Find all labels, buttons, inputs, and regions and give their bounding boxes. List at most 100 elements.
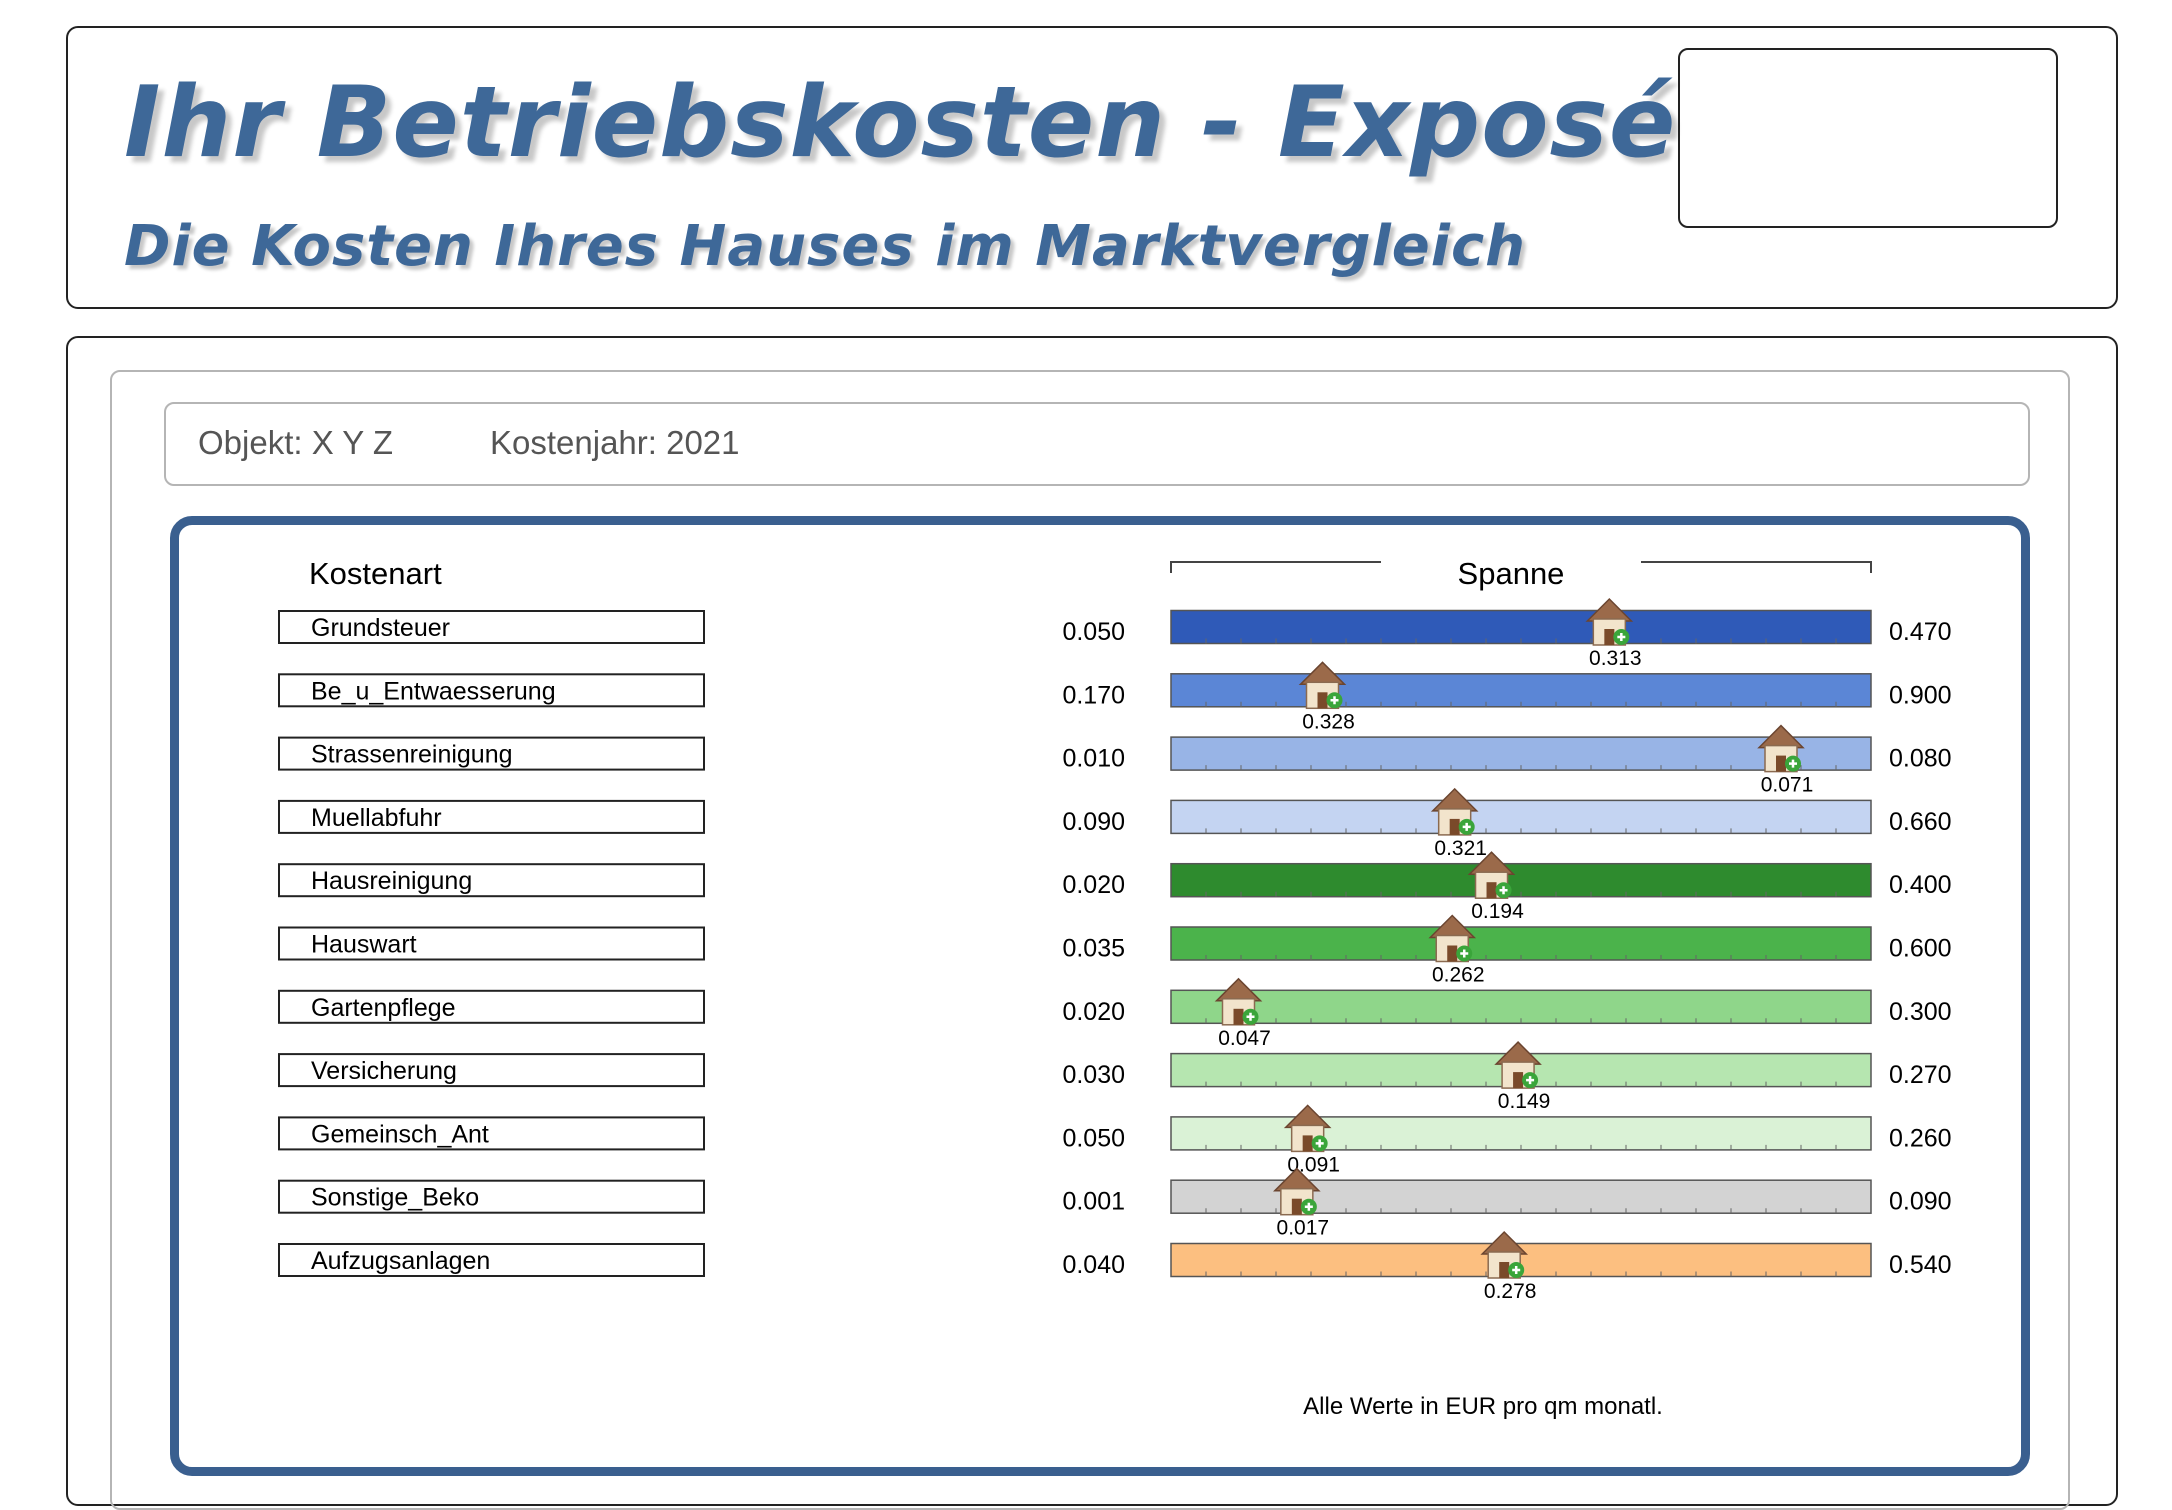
house-icon — [1467, 851, 1516, 899]
range-header: Spanne — [1458, 556, 1565, 591]
cost-label: Be_u_Entwaesserung — [311, 677, 556, 705]
range-max-value: 0.260 — [1889, 1124, 1952, 1152]
cost-value-label: 0.149 — [1498, 1090, 1551, 1113]
house-icon — [1298, 661, 1347, 710]
house-icon — [1273, 1167, 1321, 1216]
house-door — [1449, 818, 1460, 835]
cost-value-label: 0.328 — [1302, 710, 1355, 733]
range-bar — [1170, 799, 1872, 835]
house-plus-sign — [1617, 633, 1626, 641]
cost-label-box — [278, 989, 705, 1024]
house-icon — [1480, 1230, 1529, 1279]
range-bar — [1170, 989, 1872, 1025]
cost-row: Gartenpflege 0.020 0.300 0.047 — [278, 977, 1952, 1050]
house-door — [1317, 692, 1328, 709]
house-plus-sign — [1462, 822, 1471, 831]
cost-label-box — [278, 1053, 705, 1088]
range-max-value: 0.660 — [1889, 808, 1952, 836]
cost-row: Hausreinigung 0.020 0.400 0.194 — [278, 851, 1952, 923]
cost-range-chart: Kostenart Spanne Grundsteuer 0.050 0.470 0.31… — [170, 516, 2030, 1476]
house-door — [1486, 882, 1497, 899]
range-min-value: 0.001 — [1062, 1188, 1125, 1216]
cost-label: Versicherung — [311, 1057, 457, 1085]
cost-label: Gartenpflege — [311, 994, 456, 1022]
range-max-value: 0.080 — [1889, 745, 1952, 773]
cost-value-label: 0.313 — [1589, 647, 1642, 670]
range-bar — [1170, 673, 1872, 708]
range-bar — [1170, 862, 1872, 898]
cost-value-label: 0.278 — [1484, 1280, 1537, 1303]
house-plus-sign — [1526, 1076, 1535, 1085]
house-door — [1447, 945, 1458, 962]
cost-label: Hausreinigung — [311, 867, 472, 895]
range-min-value: 0.020 — [1062, 998, 1125, 1026]
category-header: Kostenart — [309, 556, 442, 591]
range-bracket-left — [1170, 561, 1381, 573]
cost-row: Versicherung 0.030 0.270 0.149 — [278, 1041, 1952, 1113]
house-door — [1776, 755, 1786, 772]
range-bar — [1170, 1116, 1872, 1151]
cost-row: Grundsteuer 0.050 0.470 0.313 — [278, 597, 1952, 670]
range-min-value: 0.090 — [1062, 808, 1125, 836]
cost-label: Aufzugsanlagen — [311, 1247, 490, 1275]
cost-label-box — [278, 863, 705, 898]
main-card: Objekt: X Y Z Kostenjahr: 2021 Kostenart… — [66, 336, 2118, 1510]
cost-row: Sonstige_Beko 0.001 0.090 0.017 — [278, 1167, 1952, 1240]
range-max-value: 0.900 — [1889, 681, 1952, 709]
house-icon — [1214, 977, 1263, 1026]
cost-row: Strassenreinigung 0.010 0.080 0.071 — [278, 724, 1952, 797]
cost-year-label: Kostenjahr: 2021 — [490, 424, 740, 461]
house-icon — [1428, 914, 1477, 963]
house-icon — [1283, 1104, 1332, 1153]
house-plus-sign — [1460, 949, 1469, 958]
range-max-value: 0.090 — [1889, 1188, 1952, 1216]
range-max-value: 0.540 — [1889, 1251, 1952, 1279]
cost-label-box — [278, 1116, 705, 1151]
range-bar — [1170, 926, 1872, 961]
header-card: Ihr Betriebskosten - Exposé Die Kosten I… — [66, 26, 2118, 309]
logo-placeholder — [1678, 48, 2058, 228]
range-min-value: 0.030 — [1062, 1061, 1125, 1089]
house-door — [1513, 1072, 1524, 1089]
cost-label-box — [278, 1179, 705, 1214]
house-plus-sign — [1304, 1202, 1313, 1211]
cost-label: Gemeinsch_Ant — [311, 1120, 489, 1148]
cost-label: Strassenreinigung — [311, 741, 513, 769]
cost-label-box — [278, 610, 705, 644]
house-door — [1604, 629, 1615, 645]
house-door — [1499, 1262, 1510, 1278]
cost-row: Muellabfuhr 0.090 0.660 0.321 — [278, 787, 1952, 860]
range-min-value: 0.050 — [1062, 618, 1125, 646]
cost-row: Gemeinsch_Ant 0.050 0.260 0.091 — [278, 1104, 1952, 1176]
cost-value-label: 0.091 — [1287, 1153, 1340, 1176]
cost-value-label: 0.047 — [1218, 1027, 1271, 1050]
unit-footnote: Alle Werte in EUR pro qm monatl. — [1303, 1393, 1663, 1420]
range-min-value: 0.035 — [1062, 935, 1125, 963]
cost-value-label: 0.262 — [1432, 964, 1485, 987]
range-max-value: 0.300 — [1889, 998, 1952, 1026]
range-min-value: 0.010 — [1062, 745, 1125, 773]
range-min-value: 0.040 — [1062, 1251, 1125, 1279]
object-info-bar: Objekt: X Y Z Kostenjahr: 2021 — [164, 402, 2030, 486]
cost-value-label: 0.071 — [1761, 774, 1814, 797]
house-plus-sign — [1315, 1139, 1324, 1148]
cost-label-box — [278, 926, 705, 961]
house-icon — [1430, 787, 1479, 836]
cost-row: Hauswart 0.035 0.600 0.262 — [278, 914, 1952, 987]
object-label: Objekt: X Y Z — [198, 424, 394, 461]
house-door — [1291, 1198, 1302, 1215]
cost-label-box — [278, 673, 705, 708]
cost-value-label: 0.194 — [1471, 900, 1524, 923]
cost-label: Grundsteuer — [311, 614, 450, 642]
cost-row: Be_u_Entwaesserung 0.170 0.900 0.328 — [278, 661, 1952, 733]
cost-value-label: 0.321 — [1434, 837, 1487, 860]
range-max-value: 0.400 — [1889, 871, 1952, 899]
cost-label: Hauswart — [311, 931, 417, 959]
house-plus-sign — [1789, 759, 1797, 768]
range-max-value: 0.470 — [1889, 618, 1952, 646]
cost-row: Aufzugsanlagen 0.040 0.540 0.278 — [278, 1230, 1952, 1303]
range-max-value: 0.270 — [1889, 1061, 1952, 1089]
report-panel: Objekt: X Y Z Kostenjahr: 2021 Kostenart… — [110, 370, 2070, 1510]
cost-label-box — [278, 736, 705, 771]
range-bar — [1170, 609, 1872, 645]
